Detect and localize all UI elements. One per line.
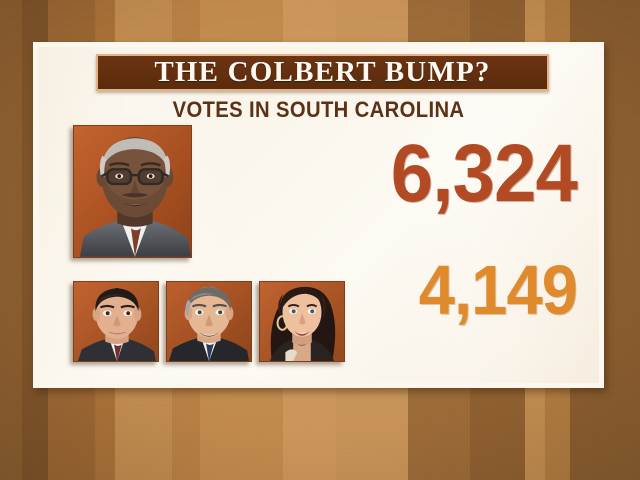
herman-cain-portrait	[73, 125, 192, 258]
graphic-card: THE COLBERT BUMP? VOTES IN SOUTH CAROLIN…	[33, 42, 604, 388]
jon-huntsman-portrait-image	[167, 282, 251, 361]
secondary-vote-count: 4,149	[418, 251, 578, 329]
primary-vote-count: 6,324	[390, 128, 578, 219]
jon-huntsman-portrait	[166, 281, 252, 362]
michele-bachmann-portrait-image	[260, 282, 344, 361]
page-title: THE COLBERT BUMP?	[154, 56, 491, 88]
rick-perry-portrait-image	[74, 282, 158, 361]
subtitle: VOTES IN SOUTH CAROLINA	[172, 97, 465, 122]
herman-cain-portrait-image	[74, 126, 191, 257]
rick-perry-portrait	[73, 281, 159, 362]
michele-bachmann-portrait	[259, 281, 345, 362]
vote-totals: 6,324 4,149	[277, 128, 578, 329]
title-banner: THE COLBERT BUMP?	[96, 54, 549, 91]
